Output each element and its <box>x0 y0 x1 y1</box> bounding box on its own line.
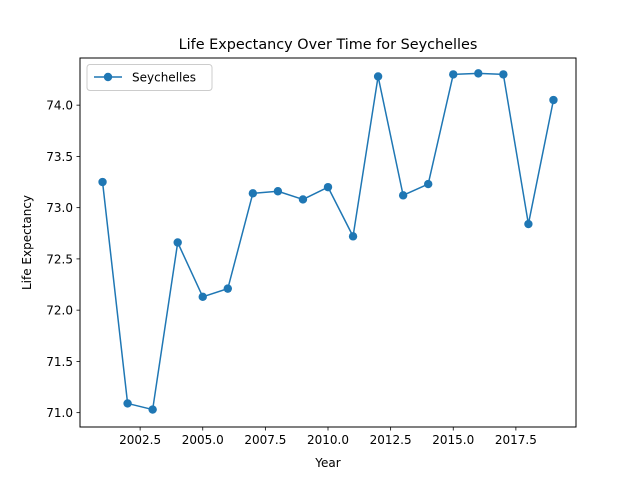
y-tick-label: 74.0 <box>46 99 73 113</box>
data-point <box>348 232 358 241</box>
data-point <box>449 70 458 79</box>
data-point <box>298 195 308 204</box>
legend: Seychelles <box>86 64 213 91</box>
data-point <box>123 399 132 408</box>
y-tick-label: 71.5 <box>46 355 73 369</box>
y-tick-label: 73.5 <box>46 150 73 164</box>
x-axis-title: Year <box>314 456 340 470</box>
data-point <box>524 219 533 229</box>
plot-frame <box>79 57 577 428</box>
x-tick-label: 2005.0 <box>182 433 224 447</box>
y-tick-label: 71.0 <box>46 406 73 420</box>
plot-area <box>80 58 576 427</box>
x-tick-label: 2010.0 <box>307 433 349 447</box>
x-axis-ticks: 2002.5 2005.0 2007.5 2010.0 2012.5 2015.0 2017… <box>119 427 537 447</box>
data-point <box>248 189 258 198</box>
x-tick-label: 2015.0 <box>432 433 474 447</box>
data-point <box>424 179 433 189</box>
data-point <box>148 405 157 414</box>
data-point <box>98 177 107 187</box>
data-point <box>198 292 207 302</box>
data-point <box>223 284 232 293</box>
y-tick-label: 72.0 <box>46 304 73 318</box>
series-layer <box>98 69 558 414</box>
legend-marker-swatch <box>103 72 113 82</box>
data-point <box>398 191 408 200</box>
data-point <box>474 69 483 78</box>
legend-box <box>86 64 213 91</box>
x-tick-label: 2017.5 <box>495 433 537 447</box>
y-tick-label: 72.5 <box>46 252 73 266</box>
x-tick-label: 2007.5 <box>244 433 286 447</box>
legend-label: Seychelles <box>132 71 196 85</box>
y-axis-ticks: 71.0 71.5 72.0 72.5 73.0 73.5 74.0 <box>46 99 80 420</box>
chart-title: Life Expectancy Over Time for Seychelles <box>179 37 478 53</box>
data-point <box>549 95 558 105</box>
data-point <box>323 182 333 192</box>
data-point <box>373 72 383 81</box>
y-tick-label: 73.0 <box>46 201 73 215</box>
data-point <box>173 238 182 247</box>
x-tick-label: 2012.5 <box>370 433 412 447</box>
data-point <box>499 70 508 79</box>
y-axis-title: Life Expectancy <box>20 195 34 290</box>
x-tick-label: 2002.5 <box>119 433 161 447</box>
data-point <box>273 187 283 196</box>
